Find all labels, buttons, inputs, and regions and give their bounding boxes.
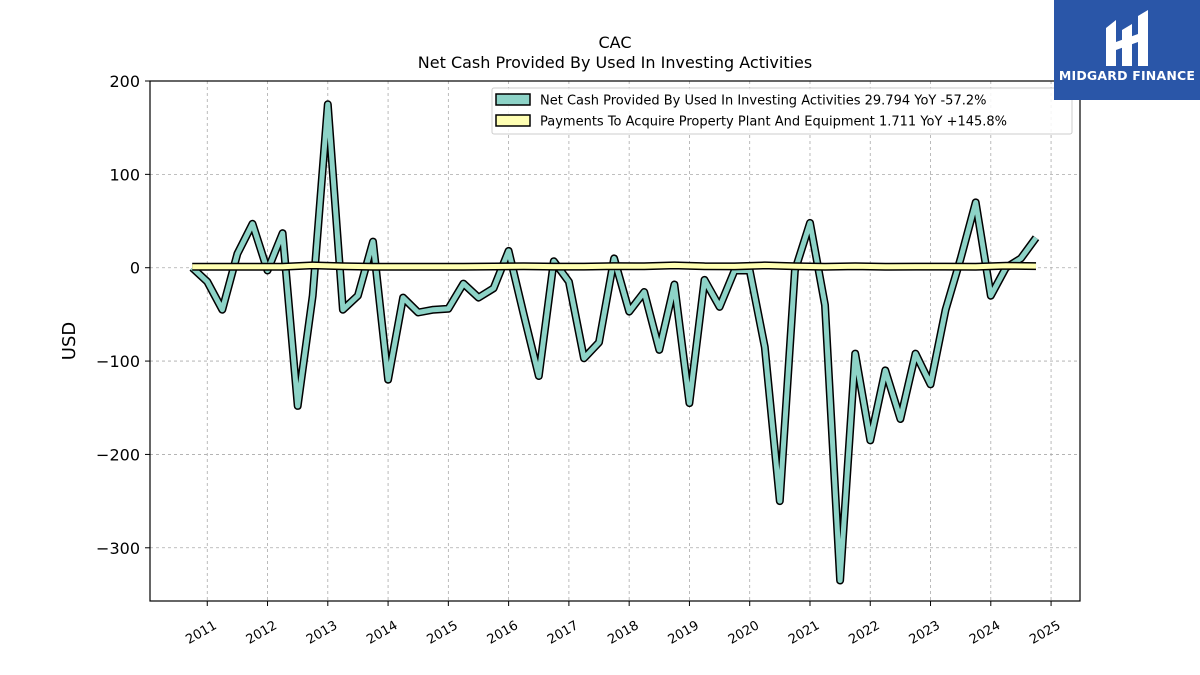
x-tick-label: 2016 bbox=[485, 618, 521, 648]
series-1-line bbox=[192, 262, 1037, 270]
x-tick-label: 2014 bbox=[364, 618, 400, 648]
x-axis: 2011 2012 2013 2014 2015 2016 2017 2018 2019 2020… bbox=[183, 601, 1063, 648]
midgard-finance-logo: MIDGARD FINANCE bbox=[1054, 0, 1200, 100]
grid bbox=[150, 80, 1080, 601]
x-tick-label: 2018 bbox=[605, 618, 641, 648]
x-tick-label: 2019 bbox=[666, 618, 702, 648]
legend-entry-1: Payments To Acquire Property Plant And E… bbox=[540, 115, 1007, 130]
legend-swatch-1 bbox=[495, 114, 531, 127]
x-tick-label: 2013 bbox=[304, 618, 340, 648]
plot-area bbox=[189, 100, 1040, 585]
x-tick-label: 2011 bbox=[183, 618, 219, 648]
x-tick-label: 2017 bbox=[545, 618, 581, 648]
legend-entry-0: Net Cash Provided By Used In Investing A… bbox=[540, 94, 986, 109]
y-tick-label: −200 bbox=[96, 445, 140, 464]
chart-title: CAC bbox=[598, 33, 631, 52]
plot-frame bbox=[149, 80, 1081, 602]
chart-subtitle: Net Cash Provided By Used In Investing A… bbox=[418, 53, 812, 72]
logo-mark-icon bbox=[1106, 10, 1148, 66]
x-tick-label: 2022 bbox=[846, 618, 882, 648]
y-axis-label: USD bbox=[59, 322, 80, 360]
x-tick-label: 2023 bbox=[907, 618, 943, 648]
x-tick-label: 2024 bbox=[967, 618, 1003, 648]
x-tick-label: 2012 bbox=[244, 618, 280, 648]
y-tick-label: −100 bbox=[96, 352, 140, 371]
x-tick-label: 2015 bbox=[425, 618, 461, 648]
x-tick-label: 2025 bbox=[1027, 618, 1063, 648]
y-tick-label: 0 bbox=[130, 259, 140, 278]
x-tick-label: 2021 bbox=[786, 618, 822, 648]
logo-text: MIDGARD FINANCE bbox=[1058, 68, 1196, 83]
y-axis: 200 100 0 −100 −200 −300 bbox=[96, 72, 150, 558]
y-tick-label: 200 bbox=[109, 72, 140, 91]
series-0-line bbox=[190, 101, 1039, 583]
x-tick-label: 2020 bbox=[726, 618, 762, 648]
y-tick-label: 100 bbox=[109, 165, 140, 184]
legend-box bbox=[491, 87, 1073, 135]
series-0-outline bbox=[189, 100, 1040, 585]
legend-swatch-0 bbox=[495, 93, 531, 106]
legend: Net Cash Provided By Used In Investing A… bbox=[491, 87, 1073, 135]
y-tick-label: −300 bbox=[96, 539, 140, 558]
